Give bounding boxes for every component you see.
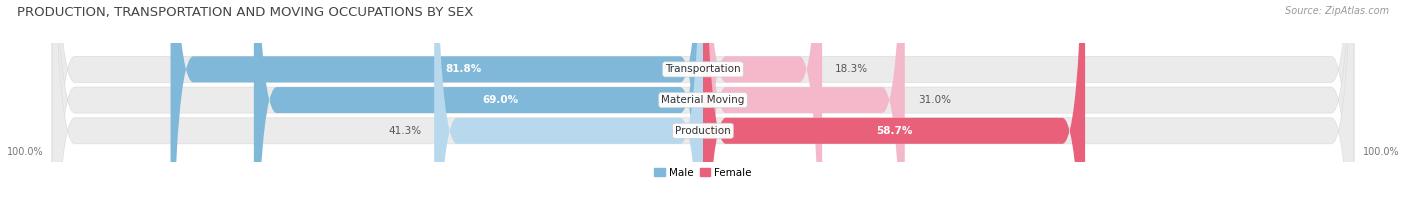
Legend: Male, Female: Male, Female (654, 168, 752, 178)
Text: Source: ZipAtlas.com: Source: ZipAtlas.com (1285, 6, 1389, 16)
Text: 41.3%: 41.3% (388, 126, 422, 136)
FancyBboxPatch shape (703, 0, 905, 197)
Text: 58.7%: 58.7% (876, 126, 912, 136)
FancyBboxPatch shape (434, 0, 703, 197)
Text: Production: Production (675, 126, 731, 136)
FancyBboxPatch shape (170, 0, 703, 197)
FancyBboxPatch shape (52, 0, 1354, 197)
FancyBboxPatch shape (52, 0, 1354, 197)
FancyBboxPatch shape (52, 0, 1354, 197)
Text: Transportation: Transportation (665, 64, 741, 74)
Text: Material Moving: Material Moving (661, 95, 745, 105)
Text: 100.0%: 100.0% (1362, 147, 1399, 157)
Text: 69.0%: 69.0% (482, 95, 519, 105)
Text: 18.3%: 18.3% (835, 64, 869, 74)
Text: 31.0%: 31.0% (918, 95, 950, 105)
Text: 100.0%: 100.0% (7, 147, 44, 157)
FancyBboxPatch shape (254, 0, 703, 197)
FancyBboxPatch shape (703, 0, 823, 197)
FancyBboxPatch shape (703, 0, 1085, 197)
Text: PRODUCTION, TRANSPORTATION AND MOVING OCCUPATIONS BY SEX: PRODUCTION, TRANSPORTATION AND MOVING OC… (17, 6, 474, 19)
Text: 81.8%: 81.8% (446, 64, 481, 74)
